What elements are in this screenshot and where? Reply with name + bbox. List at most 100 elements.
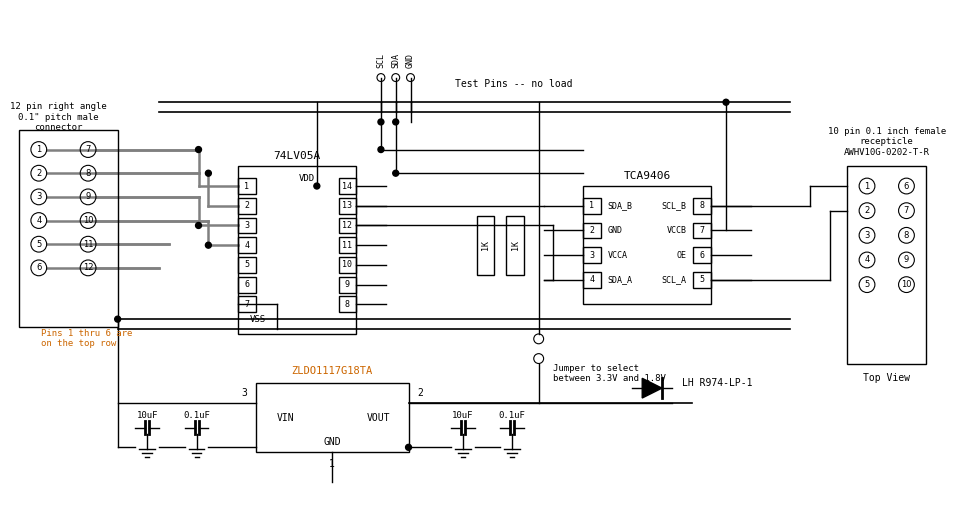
Text: 7: 7 [903,206,909,215]
Text: 2: 2 [864,206,870,215]
Text: 5: 5 [864,280,870,289]
Text: 6: 6 [700,251,705,260]
Text: 3: 3 [36,192,41,202]
Bar [583,186,711,305]
Text: 2: 2 [418,388,424,398]
Text: 13: 13 [342,201,353,210]
Text: 10: 10 [342,261,353,269]
Text: Top View: Top View [863,373,910,383]
Text: GND: GND [406,53,415,68]
Text: 11: 11 [342,241,353,250]
Text: 8: 8 [903,231,909,240]
Bar [238,296,255,312]
Text: 9: 9 [903,255,909,265]
Text: GND: GND [608,226,622,235]
Text: 14: 14 [342,181,353,191]
Bar [506,216,524,275]
Bar [477,216,494,275]
Text: 10: 10 [83,216,94,225]
Text: SDA_B: SDA_B [608,201,633,210]
Circle shape [115,316,120,322]
Bar [338,218,357,233]
Text: 1: 1 [329,459,335,469]
Text: 1: 1 [245,181,250,191]
Bar [693,272,711,287]
Text: SCL: SCL [377,53,385,68]
Bar [238,178,255,194]
Text: LH R974-LP-1: LH R974-LP-1 [682,378,752,388]
Circle shape [378,147,384,153]
Text: 0.1uF: 0.1uF [184,411,210,420]
Text: GND: GND [323,437,341,447]
Text: 6: 6 [903,181,909,191]
Text: 4: 4 [590,275,595,284]
Text: 6: 6 [36,263,41,272]
Circle shape [393,119,399,125]
Text: VCCA: VCCA [608,251,628,260]
Text: 7: 7 [245,300,250,309]
Text: 6: 6 [245,280,250,289]
Bar [238,237,255,253]
Bar [338,257,357,273]
Bar [238,166,357,334]
Text: 5: 5 [700,275,705,284]
Text: 5: 5 [36,240,41,249]
Bar [338,277,357,293]
Circle shape [393,170,399,176]
Bar [847,166,926,363]
Bar [693,247,711,263]
Text: 2: 2 [590,226,595,235]
Text: TCA9406: TCA9406 [623,171,671,181]
Bar [583,222,600,238]
Bar [338,178,357,194]
Text: 8: 8 [345,300,350,309]
Bar [583,272,600,287]
Text: 10uF: 10uF [137,411,158,420]
Circle shape [206,242,211,248]
Text: 5: 5 [245,261,250,269]
Text: 1K: 1K [511,240,519,250]
Text: VSS: VSS [250,315,266,324]
Text: OE: OE [677,251,686,260]
Text: SDA_A: SDA_A [608,275,633,284]
Text: Jumper to select
between 3.3V and 1.8V: Jumper to select between 3.3V and 1.8V [554,363,666,383]
Bar [238,198,255,214]
Circle shape [723,99,729,105]
Text: 3: 3 [245,221,250,230]
Text: ZLDO1117G18TA: ZLDO1117G18TA [292,367,373,376]
Text: 4: 4 [245,241,250,250]
Bar [19,130,118,327]
Text: 7: 7 [700,226,705,235]
Text: 9: 9 [345,280,350,289]
Text: 2: 2 [36,169,41,178]
Text: 4: 4 [36,216,41,225]
Bar [255,383,408,452]
Bar [693,222,711,238]
Text: 74LV05A: 74LV05A [273,151,321,161]
Text: SCL_A: SCL_A [662,275,686,284]
Text: Test Pins -- no load: Test Pins -- no load [455,80,573,89]
Text: VOUT: VOUT [367,413,391,423]
Circle shape [206,170,211,176]
Text: 0.1uF: 0.1uF [499,411,526,420]
Text: VDD: VDD [299,174,315,183]
Text: 3: 3 [590,251,595,260]
Bar [338,198,357,214]
Circle shape [378,119,384,125]
Text: 3: 3 [241,388,247,398]
Bar [583,198,600,214]
Text: SDA: SDA [391,53,401,68]
Text: 8: 8 [700,201,705,210]
Text: 1: 1 [36,145,41,154]
Text: 1K: 1K [481,240,489,250]
Bar [238,257,255,273]
Text: 10: 10 [902,280,912,289]
Bar [583,247,600,263]
Text: 10 pin 0.1 inch female
recepticle
AWHV10G-0202-T-R: 10 pin 0.1 inch female recepticle AWHV10… [828,127,945,157]
Bar [693,198,711,214]
Text: 4: 4 [864,255,870,265]
Text: 7: 7 [85,145,91,154]
Text: 10uF: 10uF [452,411,473,420]
Bar [338,237,357,253]
Text: 12: 12 [83,263,94,272]
